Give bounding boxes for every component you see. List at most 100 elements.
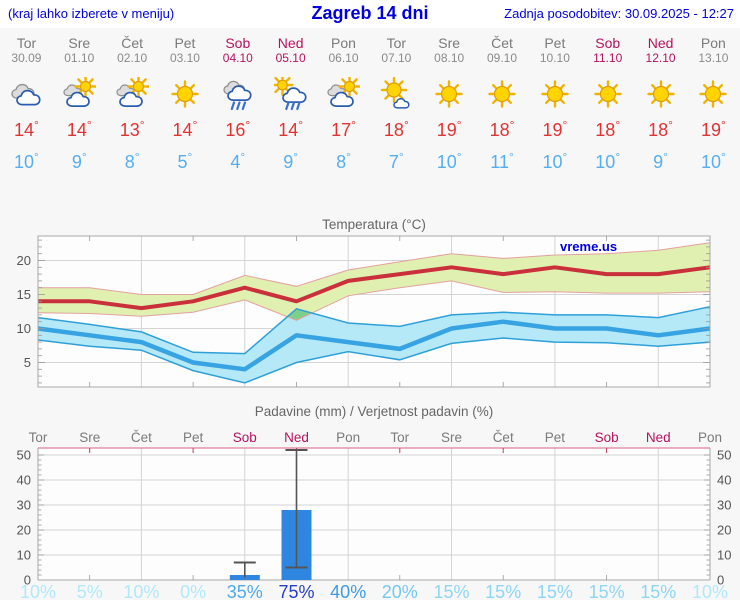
day-column: Sre 01.10 14° 9° [53,28,106,212]
header: (kraj lahko izberete v meniju) Zagreb 14… [0,0,740,28]
day-date-label: 30.09 [11,51,42,65]
sunny-icon [168,77,202,111]
svg-text:15%: 15% [537,582,573,600]
day-max-temp: 18° [648,118,673,140]
day-column: Ned 05.10 14° 9° [264,28,317,212]
day-min-temp: 10° [700,150,726,172]
day-name-label: Pon [331,35,356,51]
day-name-label: Pet [544,35,566,51]
day-max-temp: 17° [331,118,356,140]
svg-text:20: 20 [17,253,31,268]
day-min-temp: 10° [436,150,462,172]
svg-text:Sob: Sob [595,430,619,445]
svg-text:Ned: Ned [284,430,309,445]
sunny-icon [538,77,572,111]
svg-text:Pet: Pet [183,430,204,445]
svg-text:30: 30 [17,498,31,513]
sunny-icon [432,77,466,111]
svg-text:Padavine (mm) / Verjetnost pad: Padavine (mm) / Verjetnost padavin (%) [255,404,494,419]
day-min-temp: 11° [490,150,514,172]
location-hint: (kraj lahko izberete v meniju) [8,6,175,21]
day-date-label: 01.10 [64,51,95,65]
partly-sunny-icon [326,77,361,111]
sunny-icon [591,77,625,111]
day-column: Sob 11.10 18° 10° [581,28,634,212]
day-min-temp: 10° [14,150,39,172]
svg-text:10%: 10% [692,582,728,600]
svg-text:5%: 5% [77,582,103,600]
svg-text:Pet: Pet [545,430,566,445]
svg-text:30: 30 [717,498,731,513]
day-column: Tor 30.09 14° 10° [0,28,53,212]
day-max-temp: 14° [172,118,198,140]
day-max-temp: 16° [225,118,251,140]
day-date-label: 07.10 [381,51,412,65]
svg-text:Ned: Ned [646,430,671,445]
svg-text:10: 10 [717,548,731,563]
day-max-temp: 18° [489,118,515,140]
svg-text:15%: 15% [589,582,625,600]
day-name-label: Pon [700,35,726,51]
day-max-temp: 19° [436,118,462,140]
svg-text:Pon: Pon [336,430,360,445]
svg-text:Temperatura (°C): Temperatura (°C) [322,217,426,232]
day-strip: Tor 30.09 14° 10° Sre 01.10 14° 9° Čet 02.10 13° 8°… [0,28,740,212]
day-min-temp: 5° [177,150,193,172]
day-min-temp: 9° [71,150,87,172]
day-date-label: 11.10 [593,51,623,65]
day-max-temp: 14° [66,118,92,140]
sunny-icon [696,77,730,111]
day-min-temp: 9° [283,150,299,172]
day-name-label: Sre [68,35,91,51]
day-column: Pet 03.10 14° 5° [159,28,212,212]
day-name-label: Čet [491,35,513,51]
day-name-label: Sob [595,35,621,51]
svg-text:40%: 40% [330,582,366,600]
svg-text:10: 10 [17,321,31,336]
svg-text:35%: 35% [227,582,263,600]
svg-text:15%: 15% [485,582,521,600]
svg-text:50: 50 [17,448,31,463]
svg-text:50: 50 [717,448,731,463]
svg-text:Čet: Čet [131,430,152,445]
svg-text:10: 10 [17,548,31,563]
day-min-temp: 10° [595,150,621,172]
day-column: Čet 09.10 18° 11° [476,28,529,212]
last-updated: Zadnja posodobitev: 30.09.2025 - 12:27 [504,6,734,21]
svg-text:0%: 0% [180,582,206,600]
day-column: Pet 10.10 19° 10° [528,28,581,212]
temperature-chart: 5 10 15 20 Temperatura (°C) [17,217,711,388]
svg-text:20%: 20% [382,582,418,600]
tmax-line [38,265,711,311]
day-date-label: 02.10 [117,51,148,65]
svg-text:0: 0 [24,573,31,588]
day-name-label: Ned [277,35,304,51]
day-date-label: 03.10 [169,51,200,65]
rain-icon [221,77,255,111]
svg-text:20: 20 [17,523,31,538]
day-column: Sre 08.10 19° 10° [423,28,476,212]
sun-rain-icon [273,77,308,111]
svg-text:40: 40 [717,473,731,488]
day-min-temp: 8° [336,150,351,172]
day-max-temp: 14° [278,118,304,140]
day-name-label: Sob [225,35,251,51]
day-date-label: 05.10 [275,51,306,65]
svg-text:15: 15 [17,287,31,302]
watermark-link[interactable]: vreme.us [560,239,618,254]
svg-text:75%: 75% [278,582,314,600]
svg-text:Sre: Sre [79,430,100,445]
svg-text:10%: 10% [20,582,56,600]
day-column: Pon 13.10 19° 10° [687,28,740,212]
day-column: Tor 07.10 18° 7° [370,28,423,212]
day-max-temp: 14° [14,118,39,140]
sunny-icon [644,77,678,111]
partly-sunny-icon [62,77,97,111]
day-min-temp: 4° [230,150,246,172]
svg-text:5: 5 [24,355,31,370]
day-date-label: 09.10 [487,51,518,65]
day-date-label: 06.10 [328,51,359,65]
day-min-temp: 9° [653,150,668,172]
svg-text:Tor: Tor [29,430,48,445]
